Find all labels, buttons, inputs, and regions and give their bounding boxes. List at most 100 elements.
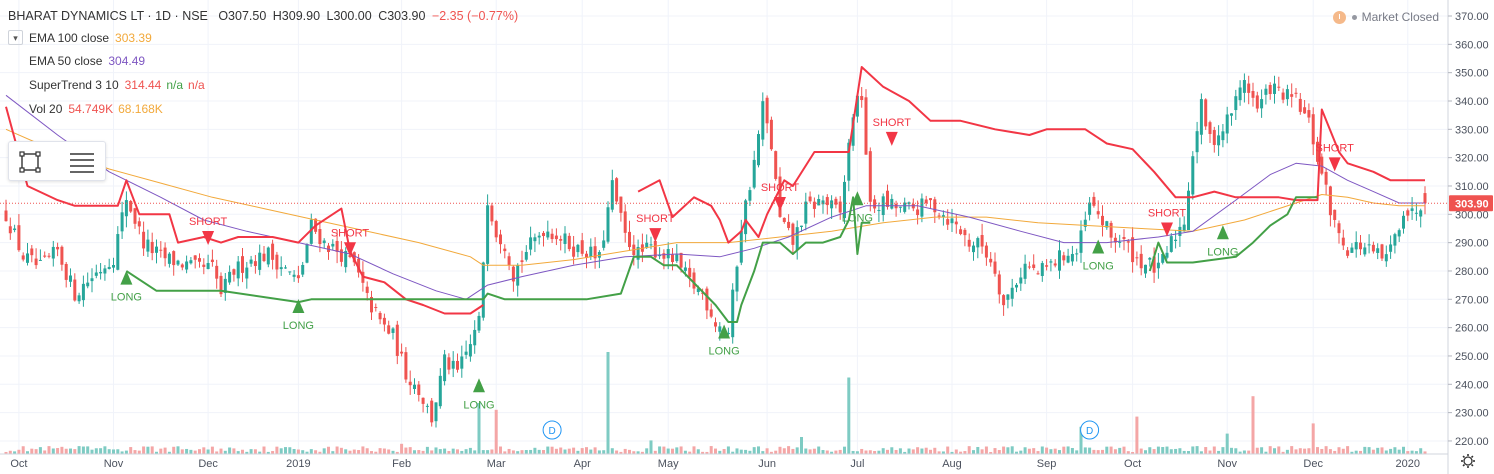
candle-body <box>26 253 29 263</box>
candle-body <box>451 360 455 369</box>
candle-body <box>1324 171 1328 185</box>
volume-bar <box>494 409 498 454</box>
candle-body <box>81 283 85 301</box>
volume-bar <box>748 450 752 454</box>
candle-body <box>675 254 679 262</box>
candle-body <box>1070 253 1074 262</box>
volume-bar <box>1367 447 1371 454</box>
volume-bar <box>421 450 425 454</box>
candle-body <box>705 288 709 311</box>
candle-body <box>1027 266 1031 268</box>
volume-bar <box>284 447 287 454</box>
candle-body <box>868 151 872 202</box>
candle-body <box>924 199 928 204</box>
volume-bar <box>460 450 464 454</box>
candle-body <box>1187 190 1190 231</box>
candle-body <box>86 282 90 287</box>
y-tick-label: 220.00 <box>1455 436 1489 448</box>
change-value: −2.35 (−0.77%) <box>431 9 519 23</box>
volume-bar <box>1066 446 1070 454</box>
volume-bar <box>365 448 369 454</box>
candle-body <box>1032 264 1036 269</box>
volume-bar <box>984 446 988 454</box>
volume-bar <box>51 448 55 454</box>
candle-body <box>198 258 201 262</box>
candle-body <box>1062 255 1066 261</box>
symbol-name[interactable]: BHARAT DYNAMICS LT <box>8 9 144 23</box>
candle-body <box>597 252 601 258</box>
volume-bar <box>769 451 773 454</box>
candle-body <box>447 357 451 370</box>
y-tick-label: 250.00 <box>1455 351 1489 363</box>
candle-body <box>507 256 511 266</box>
y-tick-label: 270.00 <box>1455 294 1489 306</box>
volume-bar <box>1161 447 1165 454</box>
volume-bar <box>881 448 885 454</box>
volume-bar <box>645 448 649 454</box>
long-arrow-icon <box>120 270 133 285</box>
volume-bar <box>1384 450 1388 454</box>
volume-bar <box>1350 451 1354 454</box>
candle-body <box>1350 247 1354 253</box>
volume-bar <box>38 447 42 454</box>
volume-bar <box>692 446 696 454</box>
candle-body <box>1019 277 1023 284</box>
candle-body <box>296 275 300 279</box>
indicator-row[interactable]: EMA 50 close 304.49 <box>8 54 150 68</box>
volume-bar <box>245 451 249 454</box>
settings-gear-icon[interactable] <box>1461 454 1475 468</box>
indicator-row[interactable]: SuperTrend 3 10 314.44 n/a n/a <box>8 78 210 92</box>
dividend-marker-icon <box>1080 420 1100 440</box>
volume-bar <box>1144 450 1147 454</box>
volume-bar <box>116 449 120 454</box>
interval[interactable]: 1D <box>155 9 172 23</box>
indicator-row[interactable]: ▾ EMA 100 close 303.39 <box>8 30 157 45</box>
candle-body <box>1376 248 1380 253</box>
candle-body <box>511 266 515 282</box>
volume-bar <box>967 446 971 454</box>
menu-button[interactable] <box>65 145 97 177</box>
indicator-row[interactable]: Vol 20 54.749K 68.168K <box>8 102 168 116</box>
candle-body <box>408 381 412 386</box>
volume-bar <box>1247 450 1251 454</box>
candle-body <box>1169 236 1173 252</box>
volume-bar <box>916 447 920 454</box>
x-tick-label: Nov <box>104 458 124 470</box>
candle-body <box>1384 254 1388 262</box>
volume-bar <box>1277 446 1281 454</box>
volume-bar <box>1002 446 1006 454</box>
candle-body <box>266 247 270 265</box>
candle-body <box>1195 131 1199 153</box>
volume-bar <box>671 448 674 454</box>
candle-body <box>860 96 864 101</box>
volume-bar <box>1152 449 1156 454</box>
market-status[interactable]: Market Closed <box>1332 10 1439 24</box>
volume-bar <box>1290 446 1294 454</box>
volume-bar <box>546 446 550 454</box>
volume-bar <box>980 449 984 454</box>
volume-bar <box>468 447 472 454</box>
volume-bar <box>13 451 17 454</box>
select-rectangle-button[interactable] <box>13 145 45 177</box>
candle-body <box>877 210 881 212</box>
candle-body <box>1238 87 1242 101</box>
volume-bar <box>417 450 421 454</box>
volume-bar <box>1113 449 1117 454</box>
volume-bar <box>1371 449 1375 454</box>
volume-bar <box>1320 448 1324 454</box>
candle-body <box>77 295 81 302</box>
candle-body <box>477 315 481 331</box>
collapse-toggle-icon[interactable]: ▾ <box>8 30 23 45</box>
volume-bar <box>658 446 662 454</box>
candle-body <box>585 253 588 259</box>
y-tick-label: 260.00 <box>1455 323 1489 335</box>
volume-bar <box>868 450 872 454</box>
volume-bar <box>1234 448 1238 454</box>
candle-body <box>60 246 64 265</box>
long-arrow-icon <box>851 191 864 206</box>
volume-bar <box>1015 451 1018 454</box>
supertrend-down-line <box>5 106 484 315</box>
candle-body <box>490 205 494 222</box>
volume-bar <box>202 447 206 454</box>
